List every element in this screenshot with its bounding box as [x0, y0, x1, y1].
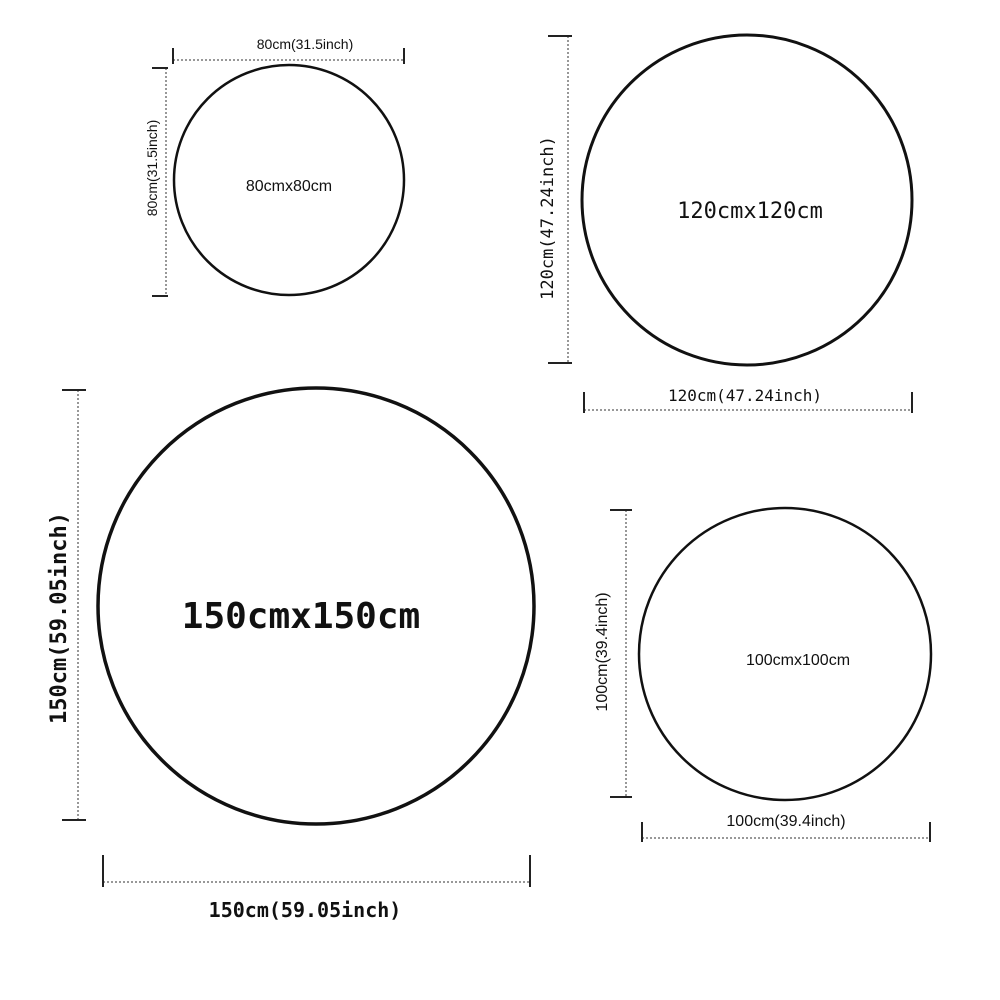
rug-100: 100cmx100cm 100cm(39.4inch) 100cm(39.4in… — [594, 506, 933, 842]
circle-120 — [580, 33, 914, 367]
size-label-80: 80cmx80cm — [246, 178, 332, 195]
width-label-150: 150cm(59.05inch) — [209, 898, 402, 922]
width-label-100: 100cm(39.4inch) — [726, 813, 845, 830]
size-label-120: 120cmx120cm — [677, 199, 823, 224]
rug-150: 150cmx150cm 150cm(59.05inch) 150cm(59.05… — [47, 386, 536, 922]
height-label-150: 150cm(59.05inch) — [47, 512, 72, 724]
height-label-120: 120cm(47.24inch) — [538, 136, 558, 300]
rug-80: 80cmx80cm 80cm(31.5inch) 80cm(31.5inch) — [144, 36, 406, 297]
circle-150 — [96, 386, 536, 826]
height-label-100: 100cm(39.4inch) — [594, 592, 611, 711]
width-label-80: 80cm(31.5inch) — [257, 36, 354, 52]
circle-100 — [637, 506, 933, 802]
size-label-150: 150cmx150cm — [182, 596, 420, 637]
width-label-120: 120cm(47.24inch) — [668, 386, 822, 405]
circle-80 — [172, 63, 406, 297]
rug-120: 120cmx120cm 120cm(47.24inch) 120cm(47.24… — [538, 33, 914, 413]
height-label-80: 80cm(31.5inch) — [144, 120, 160, 217]
size-label-100: 100cmx100cm — [746, 652, 850, 669]
